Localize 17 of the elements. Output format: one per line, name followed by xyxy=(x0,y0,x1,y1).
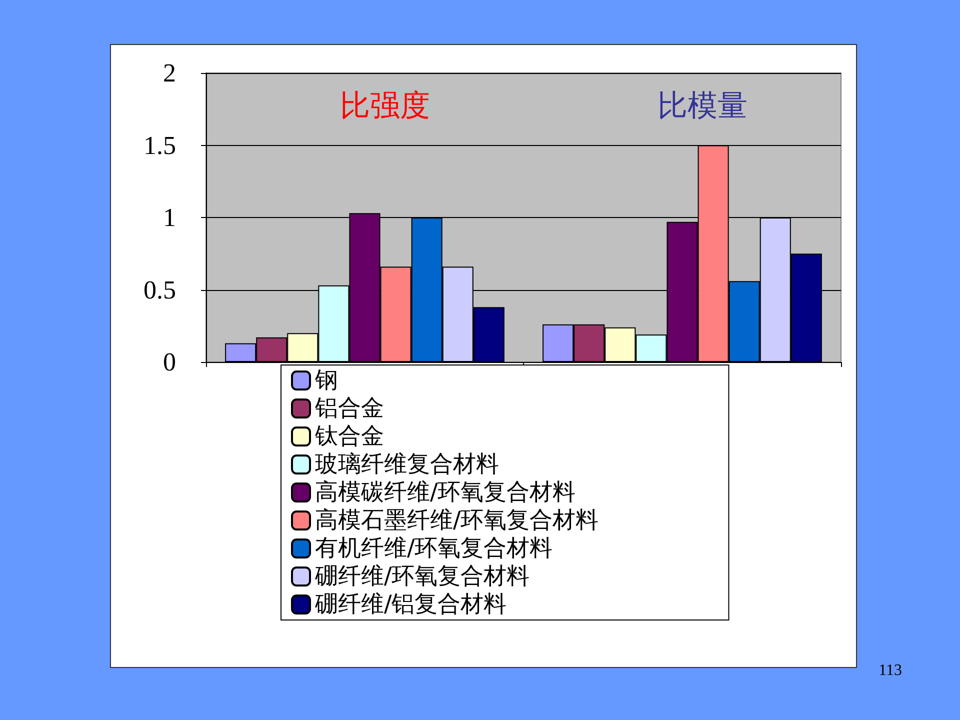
legend-label: 钢 xyxy=(314,368,338,394)
y-tick-label: 0 xyxy=(163,348,176,376)
annotation: 比模量 xyxy=(657,88,748,124)
legend-label: 高模碳纤维/环氧复合材料 xyxy=(315,480,576,506)
legend-label: 硼纤维/环氧复合材料 xyxy=(314,564,530,590)
annotation: 比强度 xyxy=(340,88,430,124)
legend-label: 铝合金 xyxy=(314,396,384,422)
legend-label: 玻璃纤维复合材料 xyxy=(315,452,499,478)
text: 113 xyxy=(878,662,902,680)
legend-label: 高模石墨纤维/环氧复合材料 xyxy=(315,508,599,534)
y-tick-label: 1 xyxy=(163,203,176,232)
legend-label: 有机纤维/环氧复合材料 xyxy=(315,536,553,562)
legend-label: 钛合金 xyxy=(314,424,384,450)
y-tick-label: 2 xyxy=(163,58,176,88)
legend-label: 硼纤维/铝复合材料 xyxy=(314,592,507,618)
y-tick-label: 0.5 xyxy=(144,275,176,304)
y-tick-label: 1.5 xyxy=(144,130,176,160)
